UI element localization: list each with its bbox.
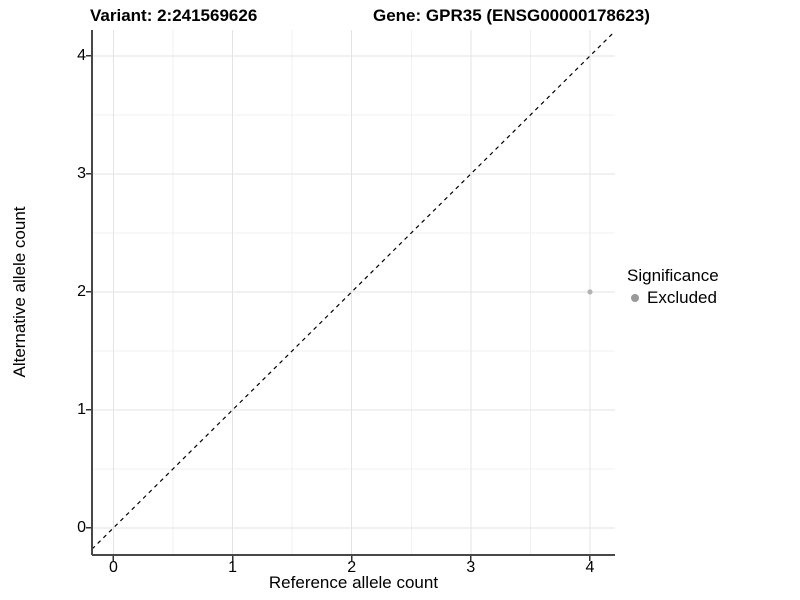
y-tick-label: 1	[77, 400, 86, 418]
legend-title: Significance	[627, 266, 719, 285]
x-tick-label: 0	[108, 559, 118, 576]
y-tick-label: 3	[77, 164, 86, 182]
data-point	[587, 289, 593, 295]
x-tick-label: 3	[466, 559, 476, 576]
plot-panel	[86, 30, 616, 561]
plot-title-variant: Variant: 2:241569626	[90, 6, 258, 25]
legend-item-excluded: Excluded	[627, 288, 719, 308]
x-tick-label: 1	[228, 559, 238, 576]
y-tick-label: 4	[77, 46, 86, 64]
plot-title-gene: Gene: GPR35 (ENSG00000178623)	[373, 6, 650, 25]
legend: Significance Excluded	[627, 265, 719, 308]
legend-item-label: Excluded	[647, 288, 717, 307]
y-tick-label: 2	[77, 282, 86, 300]
panel-svg	[86, 30, 616, 561]
y-tick-label: 0	[77, 518, 86, 536]
identity-line	[91, 30, 616, 550]
x-tick-label: 4	[585, 559, 595, 576]
x-tick-label: 2	[347, 559, 357, 576]
y-axis-title: Alternative allele count	[10, 206, 29, 378]
x-axis-title: Reference allele count	[268, 573, 439, 592]
excluded-dot-icon	[631, 294, 639, 302]
